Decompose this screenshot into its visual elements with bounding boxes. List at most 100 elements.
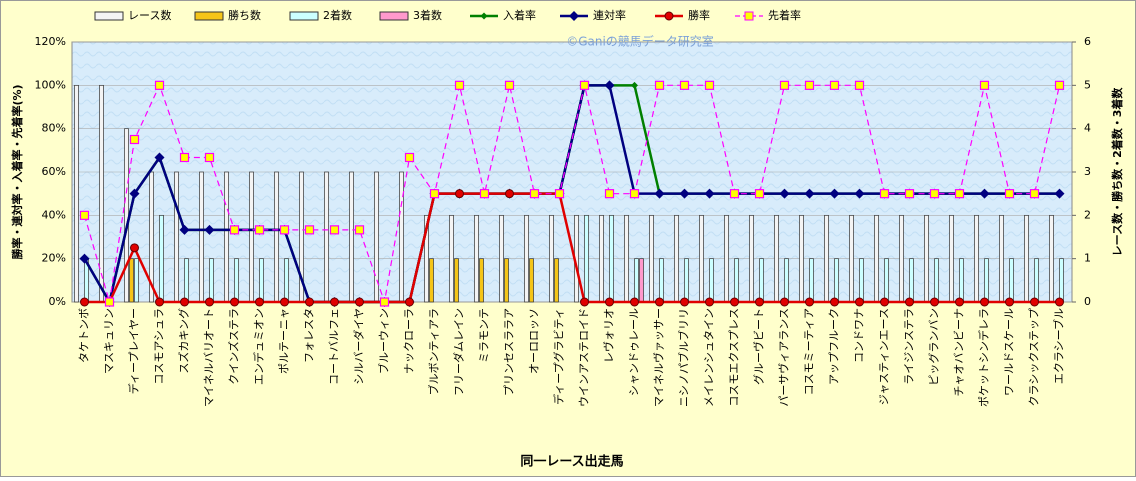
marker: [404, 152, 415, 163]
bar: [499, 214, 504, 303]
marker: [579, 80, 590, 90]
bar: [649, 214, 654, 303]
marker: [954, 189, 965, 199]
x-tick-label: コスモミーティア: [803, 308, 816, 395]
bar: [124, 128, 129, 303]
x-tick-label: フリーダムレイン: [452, 308, 466, 396]
marker: [529, 189, 540, 199]
marker: [79, 210, 90, 220]
marker: [155, 297, 164, 307]
bar: [174, 171, 179, 303]
x-tick-label: ニシノパブルブリリ: [677, 308, 691, 407]
marker: [905, 297, 914, 307]
marker: [505, 189, 514, 199]
marker: [631, 81, 638, 89]
marker: [1055, 297, 1064, 307]
marker: [880, 297, 889, 307]
bar: [479, 258, 484, 303]
marker: [604, 80, 615, 91]
y-tick-label: 120%: [35, 35, 66, 48]
x-tick-label: レヴォリオ: [602, 308, 616, 363]
bar: [909, 258, 914, 303]
marker: [629, 189, 640, 199]
bar: [639, 258, 644, 303]
x-tick-label: マイネルバリオート: [203, 308, 216, 407]
marker: [930, 297, 939, 307]
marker: [1030, 297, 1039, 307]
y-tick-label: 0%: [49, 295, 66, 308]
x-tick-label: アップフルーク: [828, 308, 841, 385]
bar: [824, 214, 829, 303]
legend-swatch: [194, 11, 224, 21]
x-tick-label: ワールドスケール: [1003, 308, 1016, 396]
bar: [874, 214, 879, 303]
marker: [755, 297, 764, 307]
line: [83, 83, 1061, 303]
bar: [99, 84, 104, 303]
bar: [859, 258, 864, 303]
bar: [549, 214, 554, 303]
marker: [779, 80, 790, 90]
marker: [979, 80, 990, 90]
legend-marker: [664, 11, 674, 21]
bar: [349, 171, 354, 303]
marker: [180, 297, 189, 307]
bar: [784, 258, 789, 303]
bar: [809, 258, 814, 303]
marker: [230, 297, 239, 307]
legend-label: 勝ち数: [228, 8, 261, 22]
legend-label: 連対率: [593, 8, 626, 22]
bar: [524, 214, 529, 303]
y-tick-label: 60%: [42, 165, 66, 178]
bar: [759, 258, 764, 303]
x-tick-label: ライジンステラ: [903, 308, 916, 385]
x-tick-label: ジャスティンエース: [878, 308, 891, 405]
bar: [429, 258, 434, 303]
y2-tick-label: 0: [1084, 295, 1091, 308]
x-tick-label: エクラシーブル: [1052, 308, 1066, 384]
bar: [529, 258, 534, 303]
bar: [709, 258, 714, 303]
y-tick-label: 40%: [42, 208, 66, 221]
bar: [554, 258, 559, 303]
x-tick-label: クインズステラ: [227, 308, 241, 385]
bar: [284, 258, 289, 303]
bar: [399, 171, 404, 303]
marker: [805, 297, 814, 307]
marker: [955, 297, 964, 307]
legend-marker: [480, 12, 488, 20]
marker: [654, 80, 665, 90]
marker: [730, 297, 739, 307]
marker: [704, 80, 715, 90]
x-tick-label: ミラモンテ: [478, 308, 491, 363]
marker: [754, 189, 765, 199]
marker: [779, 188, 790, 199]
y-tick-label: 20%: [42, 252, 66, 265]
bar: [624, 214, 629, 303]
bar: [199, 171, 204, 303]
bar: [1034, 258, 1039, 303]
x-tick-label: マスキュリン: [103, 308, 116, 374]
marker: [455, 189, 464, 199]
bar: [159, 214, 164, 303]
legend-label: 3着数: [413, 8, 442, 22]
legend-swatch: [289, 11, 319, 21]
x-tick-label: ブルーウィン: [377, 308, 391, 374]
bar: [899, 214, 904, 303]
marker: [780, 297, 789, 307]
marker: [79, 253, 90, 264]
bar: [999, 214, 1004, 303]
marker: [329, 225, 340, 235]
marker: [330, 297, 339, 307]
marker: [129, 134, 140, 145]
marker: [130, 243, 139, 253]
marker: [379, 297, 390, 307]
marker: [854, 188, 865, 199]
bar: [699, 214, 704, 303]
marker: [305, 297, 314, 307]
bar: [774, 214, 779, 303]
bar: [924, 214, 929, 303]
bar: [259, 258, 264, 303]
marker: [554, 189, 565, 199]
bar: [134, 258, 139, 303]
